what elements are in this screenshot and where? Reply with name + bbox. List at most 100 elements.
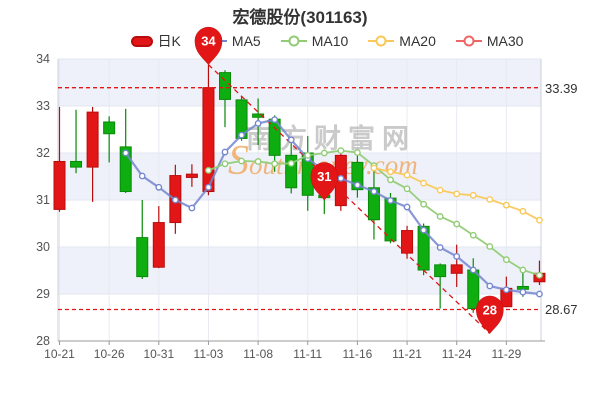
ma20-marker (420, 179, 427, 187)
candle-body (136, 237, 149, 278)
ma5-marker (353, 181, 361, 189)
ma5-marker (254, 119, 262, 127)
legend: 日K MA5 MA10 MA20 MA30 (54, 31, 600, 51)
candle-body (169, 175, 182, 224)
ma10-marker (469, 231, 477, 239)
ma5-marker (320, 167, 328, 175)
candle-body (318, 194, 331, 199)
ma5-marker (337, 174, 345, 182)
ma10-marker (320, 149, 328, 157)
candle-body (417, 225, 430, 271)
legend-item-ma5[interactable]: MA5 (200, 33, 261, 49)
ma20-marker (536, 216, 543, 224)
ma5-marker (122, 149, 130, 157)
y-axis-label: 32 (36, 146, 50, 160)
candle-body (367, 187, 380, 221)
ma5-marker (453, 252, 461, 260)
candle-body (53, 160, 66, 210)
ma5-marker (171, 196, 179, 204)
y-axis-label: 29 (36, 287, 50, 301)
ma5-marker (138, 172, 146, 180)
ma20-marker (453, 190, 461, 198)
ma20-marker (519, 207, 527, 215)
legend-label: MA20 (399, 33, 436, 49)
ma5-marker (287, 136, 295, 144)
ma5-marker (486, 282, 494, 290)
ma10-marker (436, 213, 444, 220)
candle-legend-icon (130, 35, 153, 47)
ma20-marker (403, 171, 411, 179)
ma20-marker (387, 168, 394, 176)
ma10-marker (370, 162, 378, 170)
candle-body (152, 222, 165, 268)
ma5-marker (387, 197, 394, 204)
candle-body (202, 87, 215, 193)
ma5-marker (519, 288, 527, 296)
ma10-marker (403, 185, 411, 193)
legend-item-ma10[interactable]: MA10 (280, 33, 349, 49)
ma10-marker (271, 160, 279, 168)
watermark-en: Southmoney.com (228, 138, 418, 184)
markpoint-pin-label: 31 (317, 169, 331, 184)
ma10-marker (221, 160, 229, 168)
legend-item-ma30[interactable]: MA30 (455, 33, 523, 49)
candle-body (235, 99, 248, 139)
candle-body (467, 269, 480, 310)
y-axis-label: 34 (36, 52, 50, 66)
ma10-marker (502, 256, 510, 264)
markpoint-pin-label: 28 (483, 302, 497, 317)
candle-body (252, 113, 265, 118)
ma10-marker (254, 158, 262, 165)
grid-band (58, 247, 541, 294)
legend-label: 日K (157, 33, 181, 49)
y-axis-label: 33 (36, 99, 50, 113)
ma5-marker (205, 183, 212, 191)
ma5-marker (436, 244, 444, 251)
candle-body (268, 118, 281, 156)
candle-body (185, 173, 198, 178)
candle-body (434, 264, 447, 278)
ma30-line-icon (455, 35, 482, 47)
x-axis-label: 11-24 (442, 347, 472, 361)
page-title: 宏德股份(301163) (232, 8, 368, 27)
ma20-marker (370, 164, 378, 172)
ma10-marker (205, 166, 212, 174)
ma5-marker (221, 148, 229, 156)
x-axis-label: 11-21 (392, 347, 422, 361)
ma10-line (208, 149, 540, 277)
candle-body (285, 154, 298, 189)
ma10-marker (238, 157, 245, 165)
ma5-marker (155, 183, 163, 191)
ma20-line-icon (368, 35, 395, 47)
ma5-marker (469, 266, 477, 274)
ma10-marker (519, 266, 527, 274)
ma10-marker (337, 147, 345, 155)
ma10-marker (353, 149, 361, 156)
ma20-marker (469, 191, 477, 199)
ma10-marker (387, 176, 394, 184)
legend-item-ma20[interactable]: MA20 (368, 33, 436, 49)
ma5-marker (370, 188, 378, 195)
legend-label: MA10 (311, 33, 349, 49)
ma5-marker (502, 286, 510, 294)
ma5-marker (271, 116, 279, 124)
legend-item-daily-k[interactable]: 日K (130, 31, 181, 51)
min-close-value-label: 28.67 (545, 302, 578, 317)
ma5-marker (304, 155, 312, 163)
watermark-cn: 南方财富网 (246, 123, 416, 154)
x-axis-label: 10-26 (94, 347, 125, 361)
candle-body (351, 161, 364, 191)
x-axis-label: 11-08 (243, 347, 273, 361)
y-axis-label: 30 (36, 240, 50, 254)
max-close-value-label: 33.39 (545, 81, 578, 96)
candle-body (401, 230, 414, 254)
x-axis-label: 10-21 (44, 347, 75, 361)
ma5-marker (420, 226, 427, 234)
ma20-marker (486, 196, 494, 203)
ma20-marker (436, 186, 444, 194)
ma10-marker (453, 220, 461, 228)
candle-body (334, 154, 347, 207)
candle-body (119, 146, 132, 193)
